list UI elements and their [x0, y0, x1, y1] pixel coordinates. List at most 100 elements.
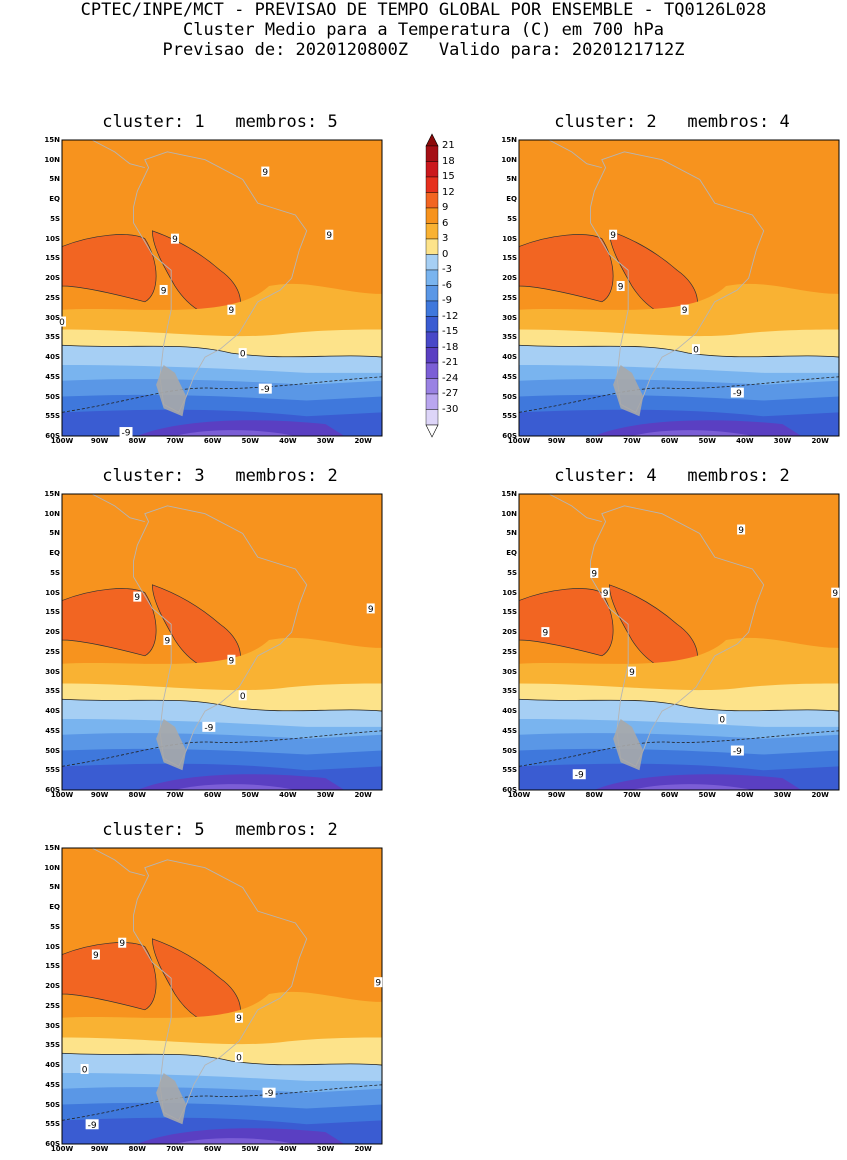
- colorbar-label: -15: [442, 326, 459, 337]
- title-line-3: Previsao de: 2020120800Z Valido para: 20…: [162, 40, 685, 60]
- lat-tick-label: 55S: [45, 766, 60, 775]
- lat-tick-label: 15N: [44, 844, 60, 852]
- colorbar-swatch: [425, 223, 439, 240]
- colorbar-arrow-top: [425, 133, 439, 147]
- contour-label: 9: [262, 168, 268, 178]
- lat-tick-label: 10S: [45, 588, 60, 597]
- lat-tick-label: 10S: [502, 588, 517, 597]
- contour-label: 0: [240, 692, 246, 702]
- lat-tick-label: 25S: [502, 647, 517, 656]
- colorbar-swatch: [425, 238, 439, 255]
- colorbar-swatch: [425, 161, 439, 178]
- contour-label: 9: [134, 593, 140, 603]
- lon-tick-label: 100W: [50, 791, 74, 799]
- lon-tick-label: 50W: [241, 791, 259, 799]
- colorbar-label: 21: [442, 140, 455, 151]
- contour-label: 9: [119, 939, 125, 949]
- contour-label: 9: [738, 526, 744, 536]
- lat-tick-label: 20S: [45, 274, 60, 283]
- lat-tick-label: 45S: [45, 372, 60, 381]
- contour-label: 9: [229, 306, 235, 316]
- contour-label: 9: [591, 569, 597, 579]
- contour-label: 9: [629, 668, 635, 678]
- colorbar-swatch: [425, 378, 439, 395]
- colorbar-swatch: [425, 145, 439, 162]
- lat-tick-label: 55S: [502, 766, 517, 775]
- lat-tick-label: 30S: [45, 313, 60, 322]
- contour-label: 9: [618, 283, 624, 293]
- lat-tick-label: 5S: [50, 922, 60, 931]
- lon-tick-label: 50W: [241, 437, 259, 445]
- lat-tick-label: 10N: [44, 863, 60, 872]
- lon-tick-label: 80W: [585, 791, 604, 799]
- lon-tick-label: 70W: [166, 791, 184, 799]
- warm-anomaly-west: [61, 234, 157, 303]
- lat-tick-label: 25S: [45, 293, 60, 302]
- lat-tick-label: 30S: [502, 313, 517, 322]
- lat-tick-label: 20S: [45, 982, 60, 991]
- lon-tick-label: 40W: [736, 791, 754, 799]
- contour-label: 9: [165, 637, 171, 647]
- lat-tick-label: 55S: [45, 1120, 60, 1129]
- lon-tick-label: 70W: [623, 791, 641, 799]
- lat-tick-label: 40S: [502, 707, 517, 716]
- lat-tick-label: 50S: [45, 392, 60, 401]
- colorbar-label: 12: [442, 186, 455, 198]
- lat-tick-label: 15N: [501, 490, 517, 498]
- cluster-panel-4: cluster: 4 membros: 2 9 9 9 9 9 9 0 -9 -9 15N 10N 5N…: [497, 466, 847, 806]
- lat-tick-label: 5N: [506, 175, 517, 184]
- lat-tick-label: 30S: [45, 667, 60, 676]
- colorbar-swatch: [425, 347, 439, 364]
- colorbar-swatch: [425, 316, 439, 333]
- lat-tick-label: 15N: [44, 136, 60, 144]
- warm-anomaly-west: [518, 588, 614, 657]
- contour-label: 0: [719, 715, 725, 725]
- contour-label: -9: [733, 747, 742, 757]
- contour-label: 9: [368, 605, 374, 615]
- colorbar-label: -24: [442, 372, 459, 384]
- lon-tick-label: 80W: [128, 791, 147, 799]
- colorbar-label: -27: [442, 388, 459, 399]
- lat-tick-label: 15N: [501, 136, 517, 144]
- colorbar-label: -6: [442, 279, 452, 291]
- lon-tick-label: 20W: [354, 791, 372, 799]
- lat-tick-label: EQ: [49, 195, 60, 204]
- lat-tick-label: 15S: [45, 608, 60, 617]
- lat-tick-label: 5N: [49, 883, 60, 892]
- lat-tick-label: 5N: [506, 529, 517, 538]
- lat-tick-label: 35S: [502, 687, 517, 696]
- colorbar-swatch: [425, 285, 439, 302]
- lon-tick-label: 100W: [50, 1145, 74, 1153]
- lon-tick-label: 100W: [507, 437, 531, 445]
- lon-tick-label: 30W: [773, 437, 792, 445]
- lat-tick-label: 10N: [501, 155, 517, 164]
- lat-tick-label: 50S: [502, 392, 517, 401]
- lon-tick-label: 30W: [316, 791, 335, 799]
- colorbar-label: 9: [442, 202, 449, 213]
- lat-tick-label: 10S: [502, 234, 517, 243]
- lat-tick-label: 60S: [45, 1140, 60, 1148]
- lon-tick-label: 60W: [203, 1145, 222, 1153]
- lon-tick-label: 30W: [316, 1145, 335, 1153]
- lat-tick-label: 10S: [45, 942, 60, 951]
- lat-tick-label: 15S: [45, 254, 60, 263]
- temperature-colorbar: 21 18 15 12 9 6 3 0 -3 -6 -9 -12 -15 -18 -21 -24 -27 -30: [420, 132, 480, 444]
- south-america-outline: [133, 505, 308, 767]
- lat-tick-label: 10N: [44, 155, 60, 164]
- south-america-outline: [133, 859, 308, 1121]
- lat-tick-label: 45S: [502, 726, 517, 735]
- contour-label: 0: [59, 318, 65, 328]
- lat-tick-label: 10N: [501, 509, 517, 518]
- contour-label: 0: [236, 1054, 242, 1064]
- contour-label: 9: [682, 306, 688, 316]
- lon-tick-label: 40W: [279, 437, 297, 445]
- lat-tick-label: 40S: [45, 353, 60, 362]
- contour-label: -9: [733, 389, 742, 399]
- contour-label: 9: [236, 1014, 242, 1024]
- lat-tick-label: 60S: [502, 432, 517, 440]
- contour-label: -9: [575, 771, 584, 781]
- colorbar-swatch: [425, 331, 439, 348]
- south-america-outline: [590, 151, 765, 413]
- colorbar-swatch: [425, 269, 439, 286]
- lon-tick-label: 100W: [50, 437, 74, 445]
